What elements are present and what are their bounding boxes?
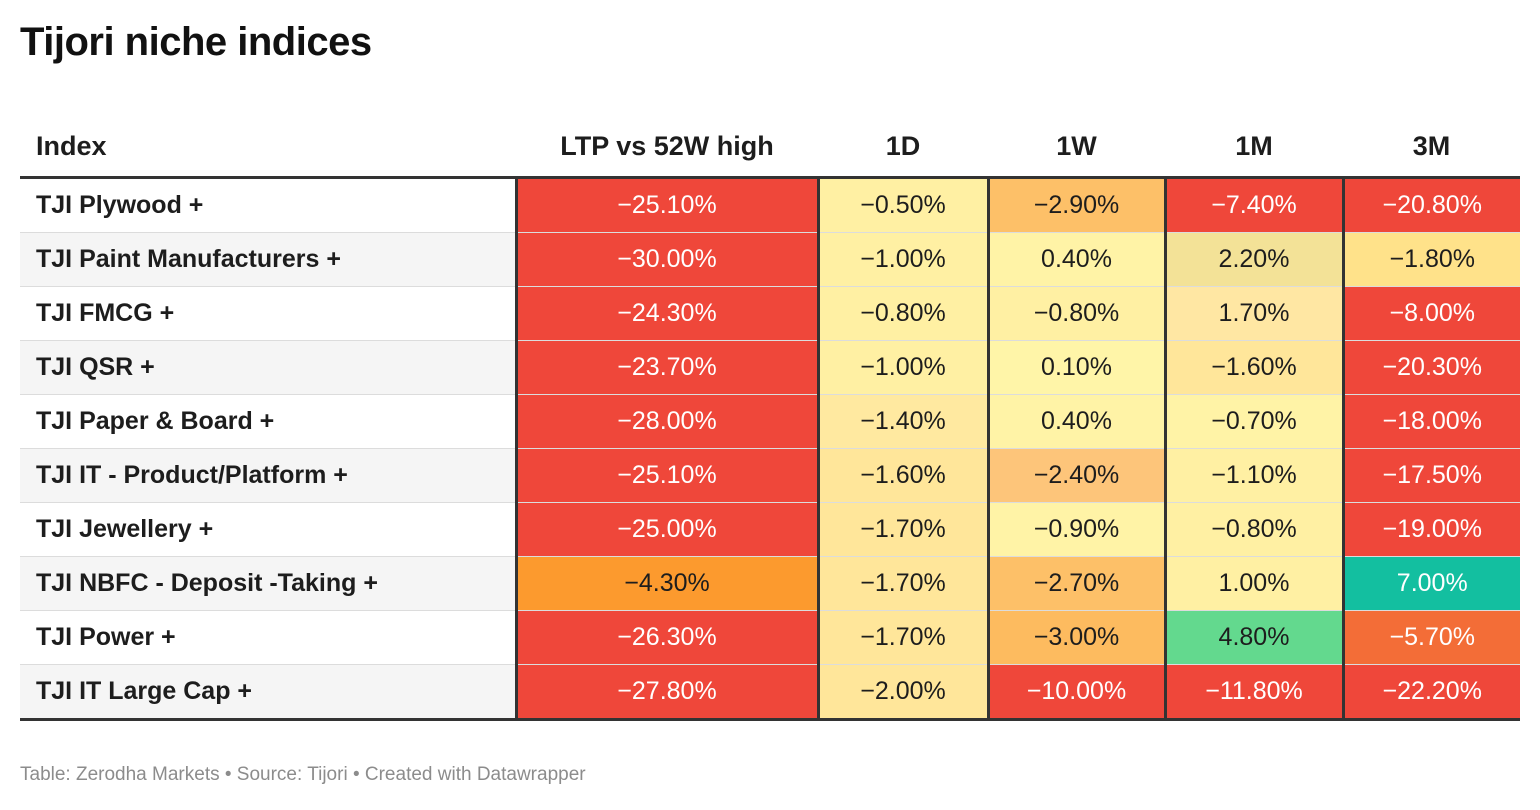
- value-cell-1w: 0.40%: [986, 232, 1165, 287]
- index-name-cell: TJI Paint Manufacturers +: [20, 232, 516, 287]
- table-row: TJI Paint Manufacturers + −30.00% −1.00% 0.…: [20, 232, 1520, 287]
- value-cell-1d: −1.60%: [816, 448, 988, 503]
- value-cell-1d: −0.50%: [816, 177, 988, 233]
- table-row: TJI Paper & Board + −28.00% −1.40% 0.40% −0.…: [20, 394, 1520, 449]
- value-cell-1w: 0.10%: [986, 340, 1165, 395]
- value-cell-3m: −19.00%: [1341, 502, 1520, 557]
- table-row: TJI QSR + −23.70% −1.00% 0.10% −1.60% −20.30%: [20, 340, 1520, 395]
- column-header-1m[interactable]: 1M: [1165, 116, 1343, 179]
- column-header-index[interactable]: Index: [20, 116, 516, 179]
- value-cell-ltp-vs-52w-high: −27.80%: [514, 664, 818, 721]
- value-cell-1m: −0.80%: [1163, 502, 1343, 557]
- chart-title: Tijori niche indices: [20, 20, 372, 64]
- value-cell-ltp-vs-52w-high: −4.30%: [514, 556, 818, 611]
- value-cell-ltp-vs-52w-high: −25.10%: [514, 448, 818, 503]
- column-header-ltp-vs-52w-high[interactable]: LTP vs 52W high: [516, 116, 818, 179]
- value-cell-1d: −1.70%: [816, 502, 988, 557]
- value-cell-1m: −0.70%: [1163, 394, 1343, 449]
- value-cell-3m: −22.20%: [1341, 664, 1520, 721]
- niche-indices-table: Index LTP vs 52W high 1D 1W 1M 3M TJI Pl…: [20, 116, 1520, 721]
- source-footer: Table: Zerodha Markets • Source: Tijori …: [20, 764, 586, 785]
- index-name-cell: TJI FMCG +: [20, 286, 516, 341]
- value-cell-ltp-vs-52w-high: −23.70%: [514, 340, 818, 395]
- value-cell-3m: −5.70%: [1341, 610, 1520, 665]
- index-name-cell: TJI Paper & Board +: [20, 394, 516, 449]
- value-cell-1m: 2.20%: [1163, 232, 1343, 287]
- value-cell-ltp-vs-52w-high: −26.30%: [514, 610, 818, 665]
- value-cell-1w: −0.90%: [986, 502, 1165, 557]
- value-cell-1d: −1.40%: [816, 394, 988, 449]
- table-body: TJI Plywood + −25.10% −0.50% −2.90% −7.40% −2…: [20, 177, 1520, 721]
- value-cell-1d: −2.00%: [816, 664, 988, 721]
- value-cell-ltp-vs-52w-high: −25.00%: [514, 502, 818, 557]
- value-cell-1w: −2.90%: [986, 177, 1165, 233]
- column-header-1d[interactable]: 1D: [818, 116, 988, 179]
- value-cell-1d: −1.00%: [816, 340, 988, 395]
- value-cell-1m: −1.60%: [1163, 340, 1343, 395]
- table-row: TJI Power + −26.30% −1.70% −3.00% 4.80% −5.70…: [20, 610, 1520, 665]
- column-header-1w[interactable]: 1W: [988, 116, 1165, 179]
- index-name-cell: TJI IT - Product/Platform +: [20, 448, 516, 503]
- value-cell-3m: −20.30%: [1341, 340, 1520, 395]
- value-cell-1m: 4.80%: [1163, 610, 1343, 665]
- table-row: TJI Jewellery + −25.00% −1.70% −0.90% −0.80%…: [20, 502, 1520, 557]
- value-cell-1w: −3.00%: [986, 610, 1165, 665]
- value-cell-1w: −0.80%: [986, 286, 1165, 341]
- column-header-3m[interactable]: 3M: [1343, 116, 1520, 179]
- table-header: Index LTP vs 52W high 1D 1W 1M 3M: [20, 116, 1520, 179]
- value-cell-ltp-vs-52w-high: −25.10%: [514, 177, 818, 233]
- value-cell-1w: 0.40%: [986, 394, 1165, 449]
- value-cell-ltp-vs-52w-high: −30.00%: [514, 232, 818, 287]
- value-cell-3m: −18.00%: [1341, 394, 1520, 449]
- value-cell-1m: 1.00%: [1163, 556, 1343, 611]
- value-cell-3m: 7.00%: [1341, 556, 1520, 611]
- table-row: TJI Plywood + −25.10% −0.50% −2.90% −7.40% −2…: [20, 177, 1520, 233]
- table-row: TJI NBFC - Deposit -Taking + −4.30% −1.70%…: [20, 556, 1520, 611]
- table-row: TJI FMCG + −24.30% −0.80% −0.80% 1.70% −8.00%: [20, 286, 1520, 341]
- value-cell-ltp-vs-52w-high: −24.30%: [514, 286, 818, 341]
- value-cell-1d: −1.70%: [816, 556, 988, 611]
- table-row: TJI IT Large Cap + −27.80% −2.00% −10.00% −1…: [20, 664, 1520, 721]
- index-name-cell: TJI IT Large Cap +: [20, 664, 516, 721]
- index-name-cell: TJI Power +: [20, 610, 516, 665]
- value-cell-1m: 1.70%: [1163, 286, 1343, 341]
- value-cell-3m: −1.80%: [1341, 232, 1520, 287]
- header-row: Index LTP vs 52W high 1D 1W 1M 3M: [20, 116, 1520, 179]
- value-cell-ltp-vs-52w-high: −28.00%: [514, 394, 818, 449]
- table-row: TJI IT - Product/Platform + −25.10% −1.60%…: [20, 448, 1520, 503]
- index-name-cell: TJI NBFC - Deposit -Taking +: [20, 556, 516, 611]
- value-cell-1w: −2.40%: [986, 448, 1165, 503]
- data-table-container: Index LTP vs 52W high 1D 1W 1M 3M TJI Pl…: [20, 116, 1520, 721]
- value-cell-1m: −1.10%: [1163, 448, 1343, 503]
- value-cell-3m: −17.50%: [1341, 448, 1520, 503]
- value-cell-3m: −8.00%: [1341, 286, 1520, 341]
- value-cell-1d: −1.70%: [816, 610, 988, 665]
- value-cell-1w: −10.00%: [986, 664, 1165, 721]
- value-cell-1d: −1.00%: [816, 232, 988, 287]
- value-cell-1d: −0.80%: [816, 286, 988, 341]
- index-name-cell: TJI Jewellery +: [20, 502, 516, 557]
- value-cell-1w: −2.70%: [986, 556, 1165, 611]
- value-cell-1m: −7.40%: [1163, 177, 1343, 233]
- index-name-cell: TJI Plywood +: [20, 177, 516, 233]
- value-cell-1m: −11.80%: [1163, 664, 1343, 721]
- value-cell-3m: −20.80%: [1341, 177, 1520, 233]
- index-name-cell: TJI QSR +: [20, 340, 516, 395]
